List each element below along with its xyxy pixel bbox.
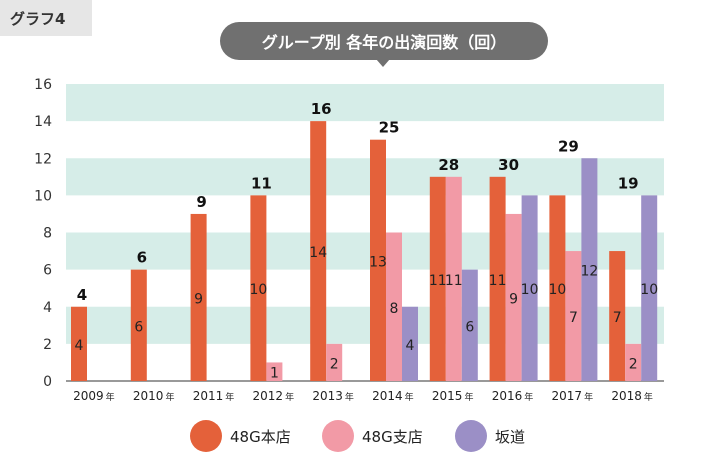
bar-sakamichi	[641, 195, 658, 381]
total-label: 19	[618, 174, 639, 192]
total-label: 30	[498, 156, 519, 174]
x-axis: 2009 年 2010 年 2011 年 2012 年 2013 年 2014 年 2015 年 2016 年…	[73, 389, 653, 403]
title-pointer	[376, 59, 390, 67]
bar-value-label: 10	[640, 282, 658, 298]
bar-honten	[190, 213, 207, 381]
grid-band	[66, 84, 664, 122]
bar-value-label: 10	[521, 282, 539, 298]
bar-shiten	[625, 343, 642, 381]
bar-value-label: 10	[249, 282, 267, 298]
bar-value-label: 4	[406, 338, 415, 354]
bar-value-label: 11	[445, 273, 463, 289]
bar-value-label: 9	[194, 291, 203, 307]
x-tick-label: 2015 年	[432, 389, 474, 403]
y-tick-label: 16	[34, 77, 52, 93]
bar-honten	[130, 269, 147, 381]
legend-label-sakamichi: 坂道	[495, 427, 526, 446]
y-tick-label: 12	[34, 151, 52, 167]
x-tick-label: 2009 年	[73, 389, 115, 403]
total-label: 25	[379, 119, 400, 137]
bar-value-label: 9	[509, 291, 518, 307]
grid-band	[66, 158, 664, 196]
bar-sakamichi	[402, 306, 418, 381]
bar-value-label: 2	[330, 356, 339, 372]
bar-honten	[549, 195, 566, 381]
y-tick-label: 8	[43, 226, 52, 242]
legend-swatch-honten	[190, 420, 222, 452]
bar-value-label: 4	[75, 338, 84, 354]
legend: 48G本店 48G支店 坂道	[0, 419, 704, 453]
legend-item-sakamichi: 坂道	[455, 419, 525, 453]
bar-honten	[370, 139, 386, 381]
y-tick-label: 0	[43, 374, 52, 390]
legend-swatch-shiten	[322, 420, 354, 452]
bar-honten	[71, 306, 87, 381]
y-tick-label: 4	[43, 300, 52, 316]
legend-label-honten: 48G本店	[230, 427, 291, 446]
y-tick-label: 14	[34, 114, 52, 130]
bar-shiten	[266, 362, 283, 381]
total-label: 6	[137, 249, 147, 267]
bar-sakamichi	[521, 195, 538, 381]
bar-shiten	[326, 343, 343, 381]
total-label: 28	[438, 156, 459, 174]
bar-shiten	[505, 213, 522, 381]
bar-value-label: 11	[429, 273, 447, 289]
bar-value-label: 12	[580, 264, 598, 280]
legend-item-shiten: 48G支店	[322, 419, 423, 453]
x-tick-label: 2016 年	[492, 389, 534, 403]
bar-value-label: 11	[489, 273, 507, 289]
y-tick-label: 10	[34, 188, 52, 204]
bar-sakamichi	[581, 158, 598, 381]
chart-title: グループ別 各年の出演回数（回）	[220, 22, 548, 60]
bar-value-label: 13	[369, 254, 387, 270]
bar-value-label: 7	[613, 310, 622, 326]
total-label: 29	[558, 137, 579, 155]
x-tick-label: 2010 年	[133, 389, 175, 403]
y-tick-label: 6	[43, 263, 52, 279]
bar-value-label: 6	[465, 319, 474, 335]
x-tick-label: 2011 年	[193, 389, 235, 403]
legend-swatch-sakamichi	[455, 420, 487, 452]
x-tick-label: 2017 年	[552, 389, 594, 403]
x-tick-label: 2014 年	[372, 389, 414, 403]
total-label: 11	[251, 174, 272, 192]
bar-honten	[429, 176, 446, 381]
x-tick-label: 2018 年	[611, 389, 653, 403]
bar-honten	[250, 195, 267, 381]
bar-value-label: 2	[629, 356, 638, 372]
bar-value-label: 1	[270, 366, 279, 382]
total-label: 9	[196, 193, 206, 211]
legend-item-honten: 48G本店	[190, 419, 291, 453]
bar-sakamichi	[461, 269, 478, 381]
x-tick-label: 2012 年	[253, 389, 295, 403]
legend-label-shiten: 48G支店	[362, 427, 423, 446]
bar-shiten	[445, 176, 462, 381]
y-tick-label: 2	[43, 337, 52, 353]
total-label: 4	[77, 286, 87, 304]
bar-value-label: 8	[390, 301, 399, 317]
total-label: 16	[311, 100, 332, 118]
bar-value-label: 14	[309, 245, 327, 261]
bar-honten	[609, 251, 626, 381]
bar-honten	[489, 176, 506, 381]
bar-value-label: 7	[569, 310, 578, 326]
bar-honten	[310, 121, 327, 381]
bar-shiten	[386, 232, 402, 381]
bar-shiten	[565, 251, 582, 381]
bar-value-label: 10	[548, 282, 566, 298]
bar-value-label: 6	[134, 319, 143, 335]
graph-number-tag: グラフ4	[0, 0, 92, 36]
x-tick-label: 2013 年	[312, 389, 354, 403]
